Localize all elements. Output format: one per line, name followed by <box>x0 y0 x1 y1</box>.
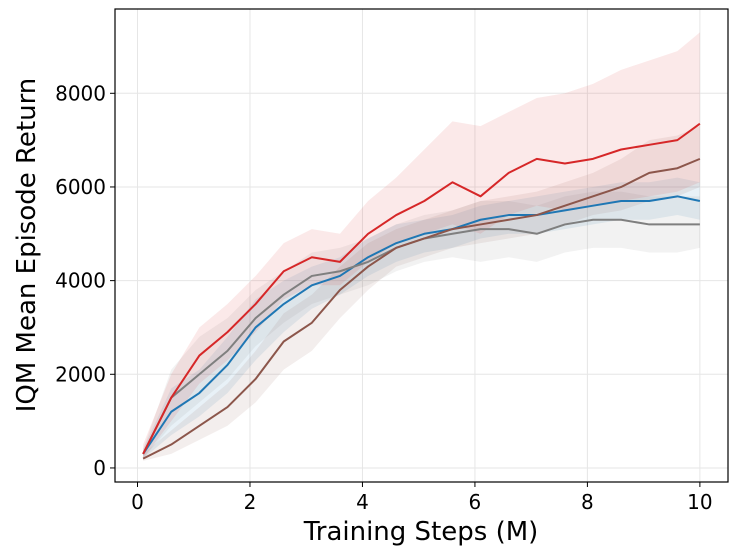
grid <box>115 9 728 482</box>
confidence-bands <box>143 32 700 461</box>
x-tick-label: 6 <box>469 490 482 514</box>
red-series-line <box>142 122 701 455</box>
blue-series-line <box>142 195 701 455</box>
brown-series-line <box>142 157 701 460</box>
y-tick-label: 2000 <box>55 362 106 386</box>
x-tick-label: 8 <box>581 490 594 514</box>
y-tick-label: 8000 <box>55 81 106 105</box>
x-tick-label: 0 <box>131 490 144 514</box>
y-axis-title: IQM Mean Episode Return <box>12 78 42 413</box>
red-confidence-band <box>143 32 700 459</box>
x-tick-label: 4 <box>356 490 369 514</box>
y-tick-label: 6000 <box>55 175 106 199</box>
series-lines <box>142 122 701 460</box>
x-tick-label: 2 <box>244 490 257 514</box>
axis-ticks: 0 2 4 6 8 10 0 2000 4000 6000 8000 <box>55 81 713 514</box>
x-tick-label: 10 <box>687 490 712 514</box>
y-tick-label: 0 <box>93 456 106 480</box>
y-tick-label: 4000 <box>55 269 106 293</box>
x-axis-title: Training Steps (M) <box>303 517 539 547</box>
brown-confidence-band <box>143 126 700 461</box>
plot-frame <box>114 8 729 483</box>
gray-confidence-band <box>143 191 700 459</box>
